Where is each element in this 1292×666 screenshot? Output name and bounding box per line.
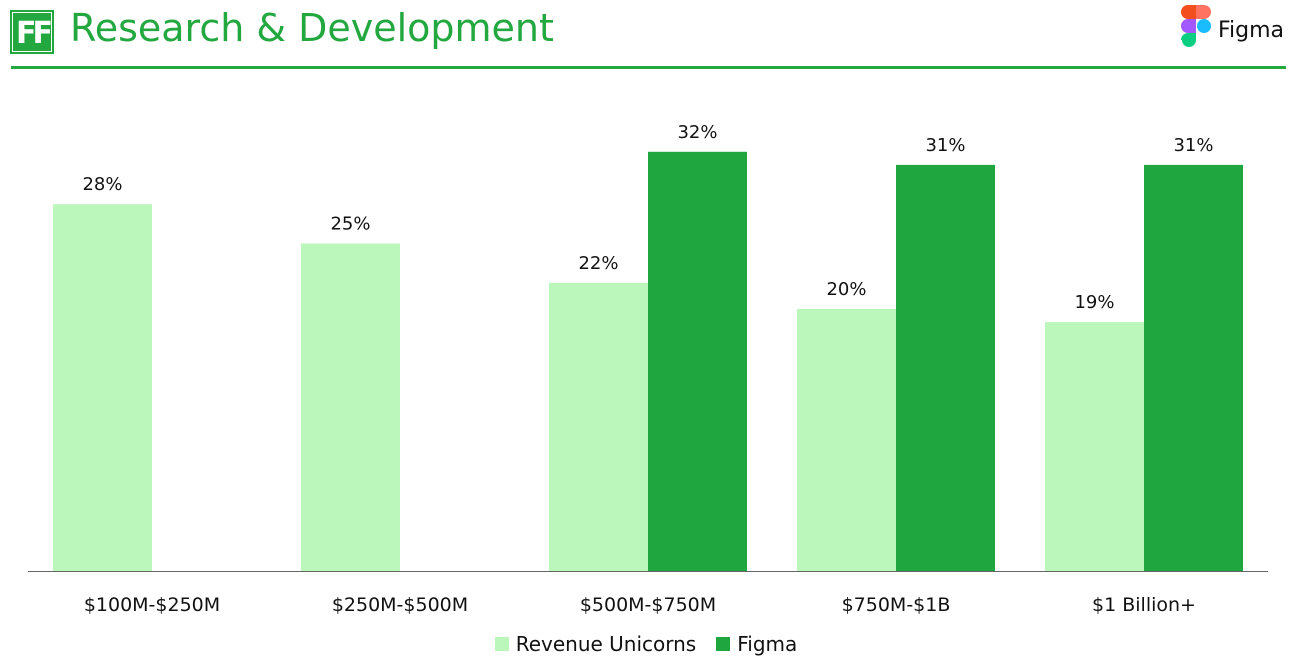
bar-figma-2 <box>648 151 747 572</box>
x-tick-label-2: $500M-$750M <box>580 594 716 616</box>
bar-figma-4 <box>1144 164 1243 571</box>
bar-figma-3 <box>896 164 995 571</box>
bar-revenue-unicorns-1 <box>301 243 400 571</box>
data-label-1-2: 32% <box>677 122 717 143</box>
x-tick-label-1: $250M-$500M <box>332 594 468 616</box>
legend-label-figma: Figma <box>737 632 798 656</box>
bar-revenue-unicorns-2 <box>549 282 648 571</box>
data-label-1-3: 31% <box>925 135 965 156</box>
ff-logo-text: FF <box>16 16 53 51</box>
data-label-0-2: 22% <box>578 253 618 274</box>
data-label-1-4: 31% <box>1173 135 1213 156</box>
legend-swatch-figma <box>716 637 731 651</box>
labels-group: 28% $100M-$250M 25% $250M-$500M 22% 32% $500M-… <box>82 122 1213 616</box>
legend-swatch-revenue-unicorns <box>494 637 509 651</box>
data-label-0-1: 25% <box>330 214 370 235</box>
bars-group <box>53 151 1243 572</box>
bar-revenue-unicorns-4 <box>1045 322 1144 571</box>
header-rule <box>11 66 1286 69</box>
x-tick-label-3: $750M-$1B <box>842 594 951 616</box>
ff-logo: FF <box>10 10 54 54</box>
figma-logo-icon <box>1180 5 1211 47</box>
x-tick-label-4: $1 Billion+ <box>1092 594 1196 616</box>
header: FF Research & Development Figma <box>0 0 1292 70</box>
legend-item-figma: Figma <box>716 632 797 656</box>
legend: Revenue Unicorns Figma <box>0 632 1292 656</box>
brand-name: Figma <box>1217 17 1284 43</box>
legend-item-revenue-unicorns: Revenue Unicorns <box>494 632 697 656</box>
data-label-0-3: 20% <box>826 279 866 300</box>
figma-brand: Figma <box>1180 4 1284 56</box>
x-tick-label-0: $100M-$250M <box>84 594 220 616</box>
data-label-0-0: 28% <box>82 174 122 195</box>
bar-revenue-unicorns-0 <box>53 204 152 571</box>
legend-label-revenue-unicorns: Revenue Unicorns <box>515 632 697 656</box>
data-label-0-4: 19% <box>1074 292 1114 313</box>
bar-revenue-unicorns-3 <box>797 309 896 571</box>
page-title: Research & Development <box>70 6 554 50</box>
